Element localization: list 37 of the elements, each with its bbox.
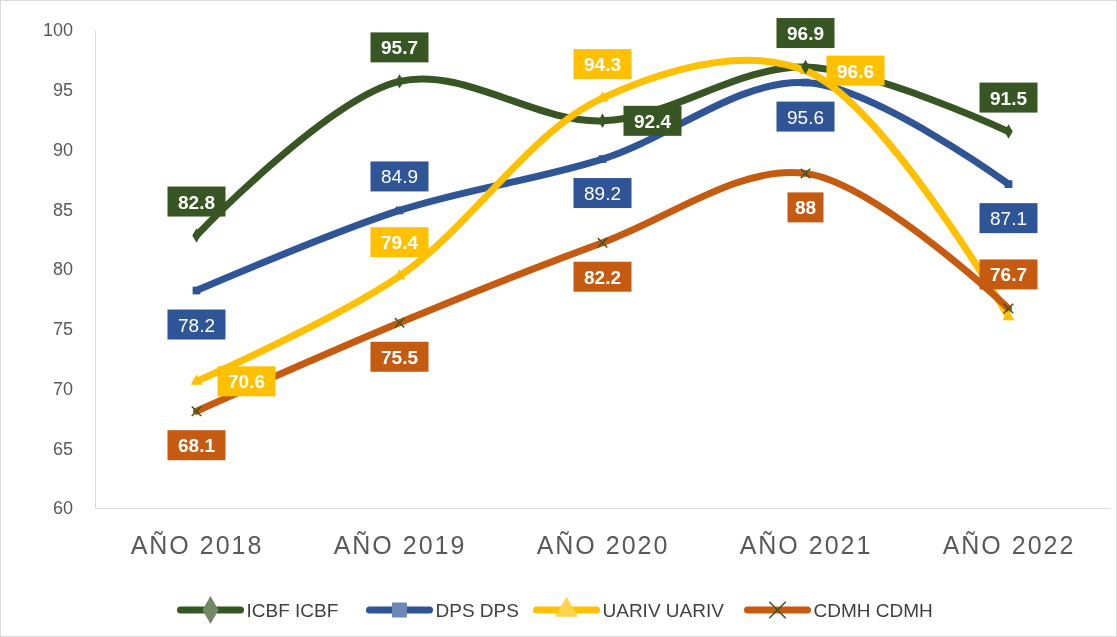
data-label: 87.1	[990, 208, 1027, 230]
data-label: 96.9	[787, 23, 824, 45]
y-tick-label: 80	[52, 259, 73, 280]
data-label: 89.2	[584, 183, 621, 205]
y-tick-label: 65	[52, 438, 73, 459]
x-tick-label: AÑO 2020	[536, 530, 670, 559]
data-label: 84.9	[381, 166, 418, 188]
y-tick-label: 70	[52, 378, 73, 399]
legend-label: UARIV UARIV	[602, 600, 725, 621]
x-tick-label: AÑO 2021	[739, 530, 873, 559]
data-label: 70.6	[228, 371, 265, 393]
y-tick-label: 85	[52, 199, 73, 220]
x-tick-label: AÑO 2019	[333, 530, 467, 559]
legend-label: DPS DPS	[435, 600, 519, 621]
data-label: 95.7	[381, 37, 418, 59]
x-tick-label: AÑO 2018	[130, 530, 264, 559]
data-label: 82.2	[584, 266, 621, 288]
data-label: 76.7	[990, 264, 1027, 286]
data-label: 91.5	[990, 87, 1028, 109]
legend-label: ICBF ICBF	[246, 600, 339, 621]
data-label: 82.8	[178, 191, 215, 213]
y-tick-label: 95	[52, 80, 73, 101]
data-label: 95.6	[787, 106, 824, 128]
data-label: 79.4	[381, 232, 419, 254]
data-label: 75.5	[381, 346, 419, 368]
y-tick-label: 100	[42, 20, 73, 41]
data-label: 78.2	[178, 314, 215, 336]
legend-label: CDMH CDMH	[813, 600, 933, 621]
y-tick-label: 75	[52, 319, 73, 340]
data-label: 88	[794, 197, 817, 219]
y-tick-label: 90	[52, 139, 73, 160]
data-label: 94.3	[584, 54, 621, 76]
x-tick-label: AÑO 2022	[942, 530, 1076, 559]
data-label: 92.4	[634, 110, 672, 132]
data-label: 96.6	[837, 60, 874, 82]
data-label: 68.1	[178, 435, 216, 457]
y-tick-label: 60	[52, 498, 73, 519]
